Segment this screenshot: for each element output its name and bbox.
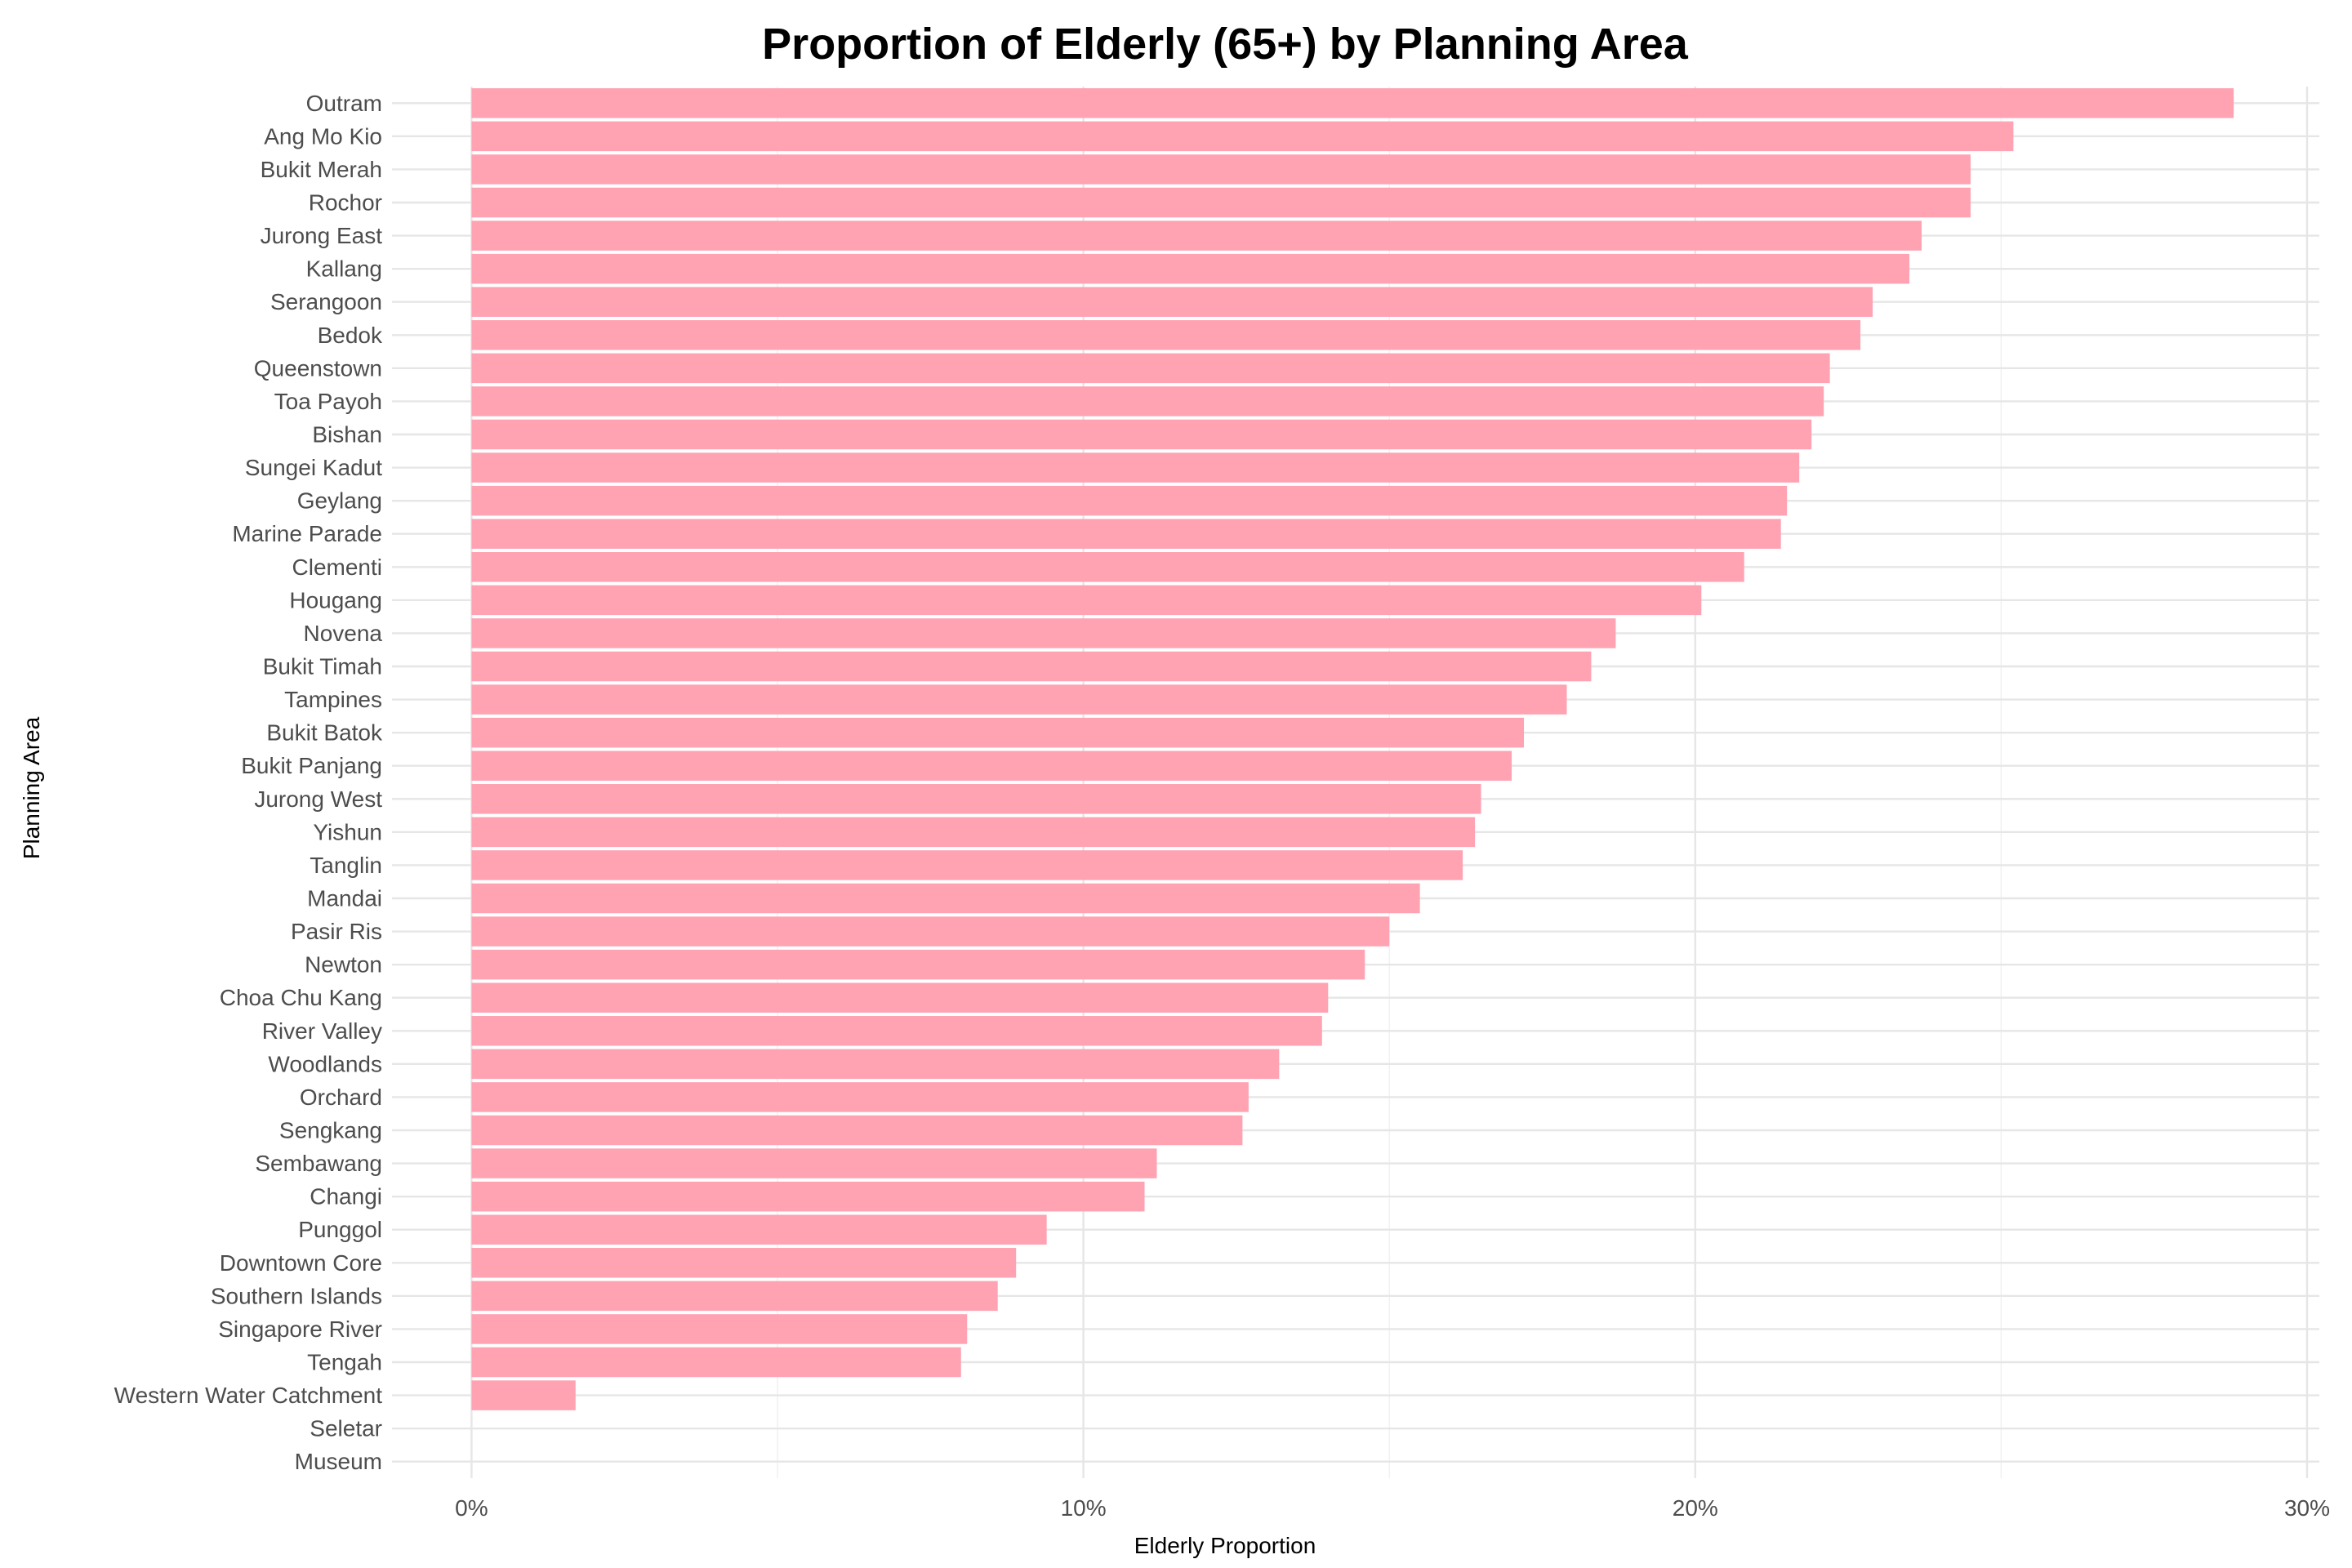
bar: [471, 585, 1702, 616]
bar: [471, 1248, 1017, 1278]
bar: [471, 850, 1463, 880]
bars-layer: [471, 88, 2234, 1410]
bar: [471, 220, 1922, 251]
y-tick-label: Kallang: [306, 256, 382, 282]
bar: [471, 187, 1971, 218]
y-tick-label: Geylang: [297, 488, 382, 514]
chart-title: Proportion of Elderly (65+) by Planning …: [762, 20, 1689, 69]
y-tick-label: Hougang: [289, 587, 382, 612]
y-tick-label: Jurong East: [261, 223, 383, 248]
bar: [471, 1347, 961, 1378]
bar: [471, 1380, 576, 1410]
y-tick-label: Punggol: [298, 1217, 382, 1242]
y-tick-label: Newton: [305, 952, 382, 978]
y-tick-label: Novena: [303, 621, 382, 646]
x-axis-title: Elderly Proportion: [1134, 1533, 1316, 1558]
bar: [471, 320, 1861, 350]
bar: [471, 552, 1744, 582]
y-tick-label: Marine Parade: [232, 521, 382, 546]
y-tick-label: Queenstown: [254, 355, 382, 381]
y-tick-label: Tanglin: [310, 853, 382, 878]
y-tick-label: Downtown Core: [220, 1250, 382, 1276]
y-tick-label: Western Water Catchment: [114, 1383, 383, 1408]
bar: [471, 519, 1781, 549]
bar: [471, 784, 1481, 814]
bar: [471, 1016, 1322, 1046]
x-tick-label: 20%: [1673, 1495, 1718, 1521]
bar: [471, 1214, 1047, 1245]
bar: [471, 751, 1512, 781]
y-tick-label: Choa Chu Kang: [220, 985, 382, 1010]
y-tick-label: Bedok: [318, 323, 383, 348]
bar: [471, 949, 1365, 980]
y-tick-label: Pasir Ris: [291, 919, 382, 944]
x-tick-labels: 0% 10% 20% 30%: [455, 1495, 2330, 1521]
bar: [471, 121, 2014, 152]
bar: [471, 684, 1567, 715]
bar: [471, 452, 1800, 483]
y-tick-label: River Valley: [262, 1018, 382, 1044]
bar: [471, 916, 1390, 947]
y-tick-label: Rochor: [309, 190, 382, 216]
bar: [471, 485, 1788, 516]
bar: [471, 982, 1329, 1013]
bar: [471, 253, 1910, 284]
y-tick-label: Outram: [306, 91, 382, 116]
y-tick-label: Bishan: [312, 422, 382, 448]
y-tick-label: Seletar: [310, 1416, 382, 1441]
y-tick-label: Southern Islands: [211, 1283, 382, 1308]
y-tick-label: Bukit Merah: [261, 157, 382, 182]
y-tick-label: Bukit Panjang: [241, 753, 382, 778]
bar: [471, 353, 1830, 384]
y-tick-label: Museum: [295, 1449, 382, 1474]
bar: [471, 386, 1824, 416]
y-axis-title: Planning Area: [19, 716, 44, 859]
x-tick-label: 10%: [1061, 1495, 1107, 1521]
bar: [471, 419, 1812, 450]
bar: [471, 817, 1476, 848]
bar: [471, 88, 2234, 118]
bar: [471, 154, 1971, 185]
y-tick-label: Toa Payoh: [274, 389, 382, 414]
y-tick-label: Tampines: [284, 687, 382, 712]
bar: [471, 883, 1420, 914]
x-tick-label: 0%: [455, 1495, 488, 1521]
y-tick-label: Serangoon: [270, 289, 382, 314]
y-tick-label: Bukit Timah: [263, 654, 382, 679]
y-tick-label: Orchard: [300, 1085, 382, 1110]
y-tick-label: Mandai: [307, 886, 382, 911]
bar: [471, 618, 1616, 648]
y-tick-label: Changi: [310, 1184, 382, 1209]
bar: [471, 1281, 998, 1312]
bar: [471, 717, 1525, 748]
bar: [471, 1115, 1243, 1146]
y-tick-label: Clementi: [292, 555, 382, 580]
x-tick-label: 30%: [2284, 1495, 2330, 1521]
y-tick-label: Ang Mo Kio: [264, 123, 382, 149]
y-tick-label: Singapore River: [218, 1316, 382, 1342]
y-tick-label: Sungei Kadut: [245, 455, 382, 480]
y-tick-label: Bukit Batok: [266, 720, 383, 746]
y-tick-label: Woodlands: [268, 1051, 382, 1076]
bar: [471, 1181, 1145, 1212]
bar: [471, 1314, 968, 1344]
bar: [471, 287, 1873, 317]
bar: [471, 651, 1592, 682]
y-tick-label: Jurong West: [254, 786, 382, 812]
y-tick-labels: Outram Ang Mo Kio Bukit Merah Rochor Jurong …: [114, 91, 383, 1474]
y-tick-label: Yishun: [313, 819, 382, 844]
y-tick-label: Sembawang: [255, 1151, 382, 1176]
bar: [471, 1148, 1157, 1178]
y-tick-label: Tengah: [307, 1350, 382, 1375]
y-tick-label: Sengkang: [279, 1118, 382, 1143]
bar: [471, 1049, 1280, 1080]
bar: [471, 1082, 1249, 1112]
